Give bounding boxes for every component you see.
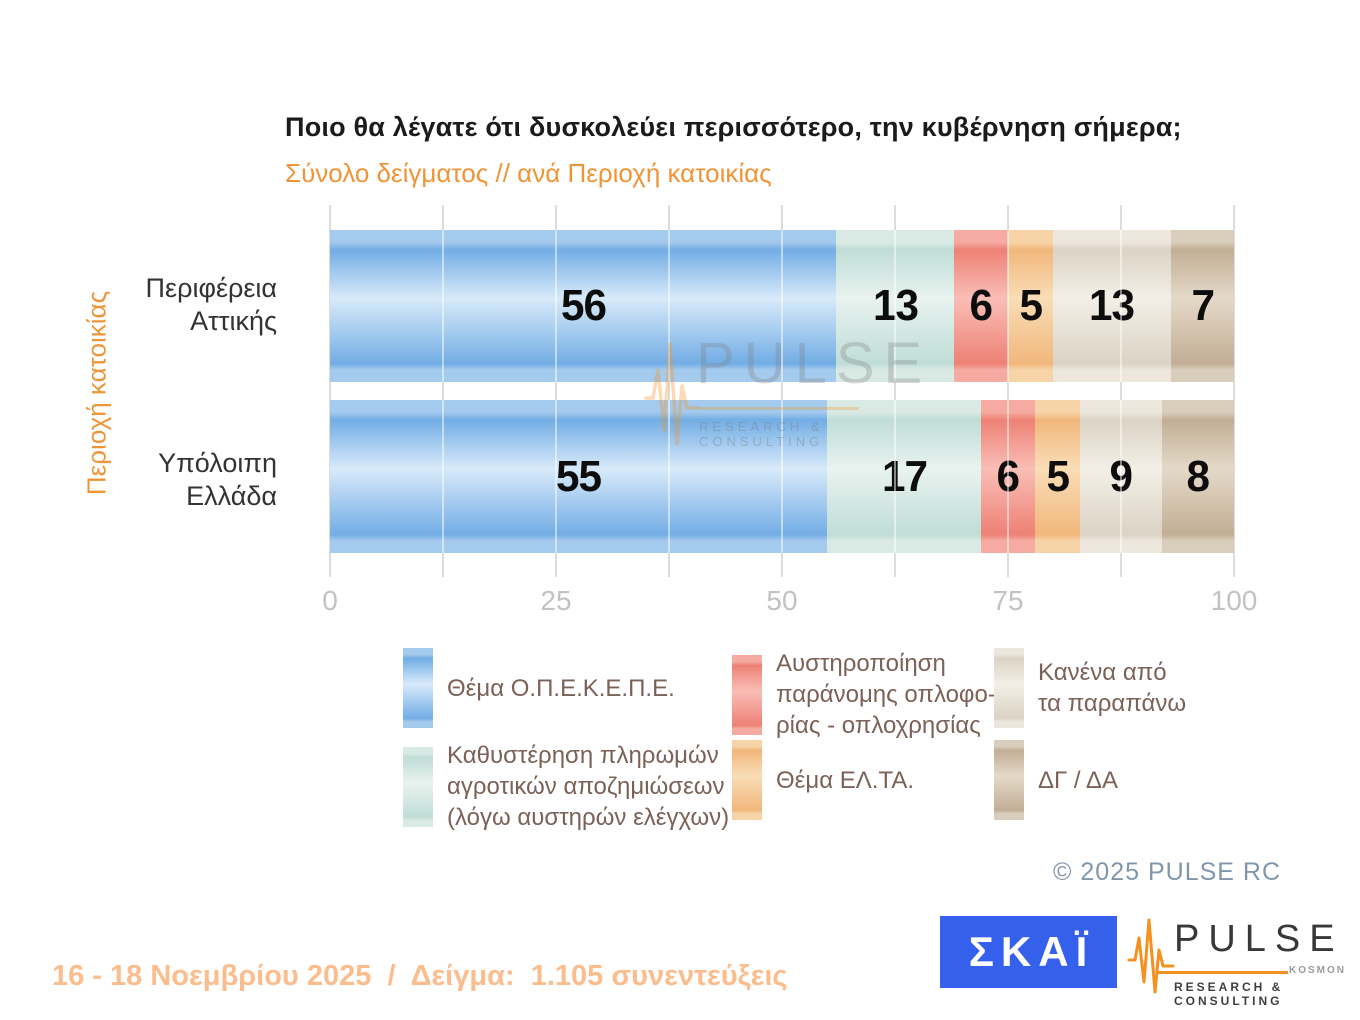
bar-segment-value: 5 — [1046, 451, 1070, 501]
legend-item-elta: Θέμα ΕΛ.ΤΑ. — [732, 740, 914, 820]
gridline — [668, 205, 670, 577]
y-axis-title: Περιοχή κατοικίας — [81, 290, 112, 496]
x-tick-label: 25 — [540, 585, 572, 616]
legend-label: Κανένα από τα παραπάνω — [1038, 659, 1187, 717]
bar-segment-value: 13 — [872, 281, 918, 330]
bar-segment-value: 13 — [1089, 281, 1135, 330]
bar-segment: 13 — [836, 230, 954, 382]
bar-segment-value: 56 — [560, 281, 607, 330]
legend-swatch-beige — [994, 648, 1024, 728]
legend-label: ΔΓ / ΔΑ — [1038, 766, 1118, 794]
skai-logo: ΣΚΑΪ — [940, 916, 1117, 988]
pulse-logo-brand-text: PULSE — [1174, 918, 1344, 960]
x-tick-label: 50 — [766, 585, 798, 616]
legend-item-gun-laws: Αυστηροποίηση παράνομης οπλοφο- ρίας - ο… — [732, 648, 996, 741]
x-tick-label: 0 — [322, 585, 338, 616]
bar-segment: 5 — [1035, 400, 1081, 553]
pulse-logo-tagline: RESEARCH & CONSULTING — [1174, 980, 1284, 1008]
bar-segment-value: 8 — [1186, 451, 1211, 501]
category-label-attica: Περιφέρεια Αττικής — [145, 273, 277, 336]
page-title: Ποιο θα λέγατε ότι δυσκολεύει περισσότερ… — [285, 112, 1182, 142]
legend-item-dont-know: ΔΓ / ΔΑ — [994, 740, 1118, 820]
bar-segment: 5 — [1007, 230, 1054, 382]
bar-segment-value: 7 — [1191, 281, 1215, 330]
pulse-logo-underline — [1158, 971, 1288, 974]
gridline — [781, 205, 783, 577]
pulse-rc-logo: PULSE KOSMON RESEARCH & CONSULTING — [1127, 912, 1344, 1008]
bar-segment-value: 5 — [1019, 281, 1043, 330]
copyright-text: © 2025 PULSE RC — [1053, 858, 1281, 886]
gridline — [442, 205, 444, 577]
gridline — [1120, 205, 1122, 577]
bar-segment: 7 — [1170, 230, 1234, 382]
legend-item-payment-delays: Καθυστέρηση πληρωμών αγροτικών αποζημιώσ… — [403, 740, 729, 833]
bar-segment-value: 17 — [881, 451, 927, 501]
bar-segment-value: 9 — [1109, 451, 1134, 501]
legend-label: Αυστηροποίηση παράνομης οπλοφο- ρίας - ο… — [776, 650, 996, 739]
bar-segment-value: 6 — [996, 451, 1021, 501]
bar-segment-value: 55 — [556, 451, 602, 501]
stacked-bar: 55 17 6 5 9 8 — [330, 400, 1234, 553]
legend-label: Θέμα ΕΛ.ΤΑ. — [776, 766, 914, 794]
gridline — [1007, 205, 1009, 577]
page-subtitle: Σύνολο δείγματος // ανά Περιοχή κατοικία… — [285, 158, 772, 188]
bar-segment: 6 — [953, 230, 1008, 382]
legend-item-opekepe: Θέμα Ο.Π.Ε.Κ.Ε.Π.Ε. — [403, 648, 675, 728]
legend-label: Καθυστέρηση πληρωμών αγροτικών αποζημιώσ… — [447, 742, 730, 831]
gridline — [329, 205, 331, 577]
legend-swatch-blue — [403, 648, 433, 728]
bar-segment: 56 — [330, 230, 837, 382]
gridline — [555, 205, 557, 577]
x-axis-tick-labels: 0 25 50 75 100 — [322, 585, 1257, 621]
bar-segment: 55 — [330, 400, 828, 553]
fieldwork-dates-sample: 16 - 18 Νοεμβρίου 2025 / Δείγμα: 1.105 σ… — [52, 960, 788, 992]
bar-segment: 8 — [1161, 400, 1234, 553]
bar-segment: 9 — [1080, 400, 1162, 553]
legend-swatch-red — [732, 654, 762, 735]
gridline — [894, 205, 896, 577]
legend-item-none-of-above: Κανένα από τα παραπάνω — [994, 648, 1186, 728]
bar-segment: 6 — [980, 400, 1036, 553]
pulse-logo-kosmon-text: KOSMON — [1289, 965, 1346, 976]
legend-label: Θέμα Ο.Π.Ε.Κ.Ε.Π.Ε. — [447, 674, 675, 702]
x-tick-label: 75 — [992, 585, 1024, 616]
legend-swatch-orange — [732, 740, 762, 820]
gridline — [1233, 205, 1235, 577]
legend-swatch-tan — [994, 740, 1024, 820]
plot-area: 56 13 6 5 13 7 55 17 6 5 9 8 — [329, 205, 1235, 577]
legend-swatch-teal — [403, 746, 433, 827]
bar-segment: 13 — [1053, 230, 1171, 382]
bar-segment: 17 — [827, 400, 981, 553]
category-label-rest-of-greece: Υπόλοιπη Ελλάδα — [158, 448, 277, 511]
bar-segment-value: 6 — [969, 281, 994, 330]
x-tick-label: 100 — [1210, 585, 1258, 616]
pulse-logo-waveform-icon — [1127, 918, 1175, 994]
stacked-bar: 56 13 6 5 13 7 — [330, 230, 1234, 382]
